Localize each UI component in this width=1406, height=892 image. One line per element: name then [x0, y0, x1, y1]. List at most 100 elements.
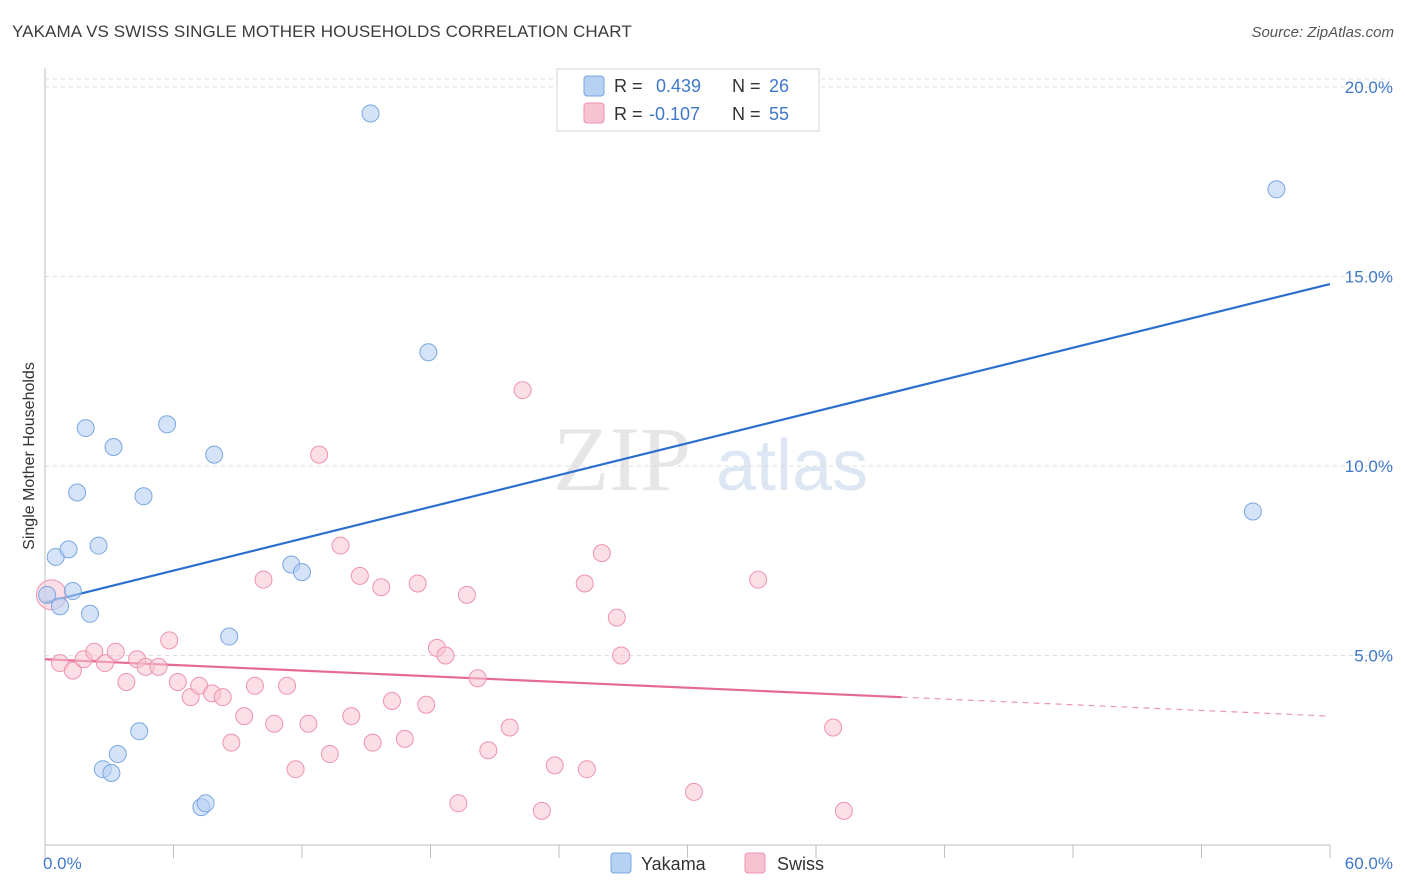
yakama-point	[68, 483, 87, 502]
swiss-point	[500, 718, 519, 737]
swiss-point	[149, 657, 168, 676]
yakama-point	[205, 445, 224, 464]
swiss-point	[607, 608, 626, 627]
y-tick-label: 10.0%	[1345, 457, 1393, 476]
swiss-point	[245, 676, 264, 695]
yakama-point	[63, 582, 82, 601]
swiss-point	[85, 642, 104, 661]
swiss-point	[479, 741, 498, 760]
swiss-point	[95, 654, 114, 673]
yakama-point	[130, 722, 149, 741]
swiss-point	[235, 707, 254, 726]
swiss-point	[160, 631, 179, 650]
yakama-point	[89, 536, 108, 555]
yakama-point	[59, 540, 78, 559]
swiss-point	[278, 676, 297, 695]
swiss-point	[417, 695, 436, 714]
swiss-point	[436, 646, 455, 665]
swiss-point	[575, 574, 594, 593]
swiss-point	[684, 782, 703, 801]
yakama-point	[50, 597, 69, 616]
swiss-point	[513, 381, 532, 400]
swiss-legend-swatch	[583, 102, 605, 124]
yakama-n-label: N =	[732, 76, 761, 96]
swiss-point	[468, 669, 487, 688]
swiss-point	[382, 691, 401, 710]
yakama-r-value: 0.439	[656, 76, 701, 96]
swiss-point	[106, 642, 125, 661]
x-tick-label-max: 60.0%	[1345, 854, 1393, 873]
swiss-point	[395, 729, 414, 748]
y-tick-label: 20.0%	[1345, 78, 1393, 97]
yakama-n-value: 26	[769, 76, 789, 96]
yakama-point	[1267, 180, 1286, 199]
yakama-point	[104, 438, 123, 457]
swiss-point	[612, 646, 631, 665]
chart-title: YAKAMA VS SWISS SINGLE MOTHER HOUSEHOLDS…	[12, 22, 632, 41]
yakama-point	[38, 585, 57, 604]
legend-swiss-label: Swiss	[777, 854, 824, 874]
yakama-point	[134, 487, 153, 506]
swiss-point	[577, 760, 596, 779]
swiss-point	[372, 578, 391, 597]
legend-yakama-label: Yakama	[641, 854, 707, 874]
swiss-point	[545, 756, 564, 775]
yakama-point	[80, 604, 99, 623]
swiss-point	[265, 714, 284, 733]
swiss-point	[532, 801, 551, 820]
yakama-point	[102, 763, 121, 782]
swiss-point	[286, 760, 305, 779]
yakama-legend-swatch	[583, 75, 605, 97]
swiss-point	[342, 707, 361, 726]
swiss-point	[592, 544, 611, 563]
yakama-point	[419, 343, 438, 362]
swiss-point	[117, 673, 136, 692]
swiss-point	[408, 574, 427, 593]
swiss-point	[310, 445, 329, 464]
yakama-point	[196, 794, 215, 813]
y-axis-label: Single Mother Households	[21, 362, 38, 550]
swiss-point	[824, 718, 843, 737]
swiss-n-value: 55	[769, 104, 789, 124]
x-tick-label-min: 0.0%	[43, 854, 82, 873]
yakama-point	[1243, 502, 1262, 521]
yakama-point	[361, 104, 380, 123]
legend-swiss-swatch	[744, 852, 766, 874]
swiss-point	[350, 566, 369, 585]
yakama-point	[76, 419, 95, 438]
swiss-point	[222, 733, 241, 752]
y-tick-label: 5.0%	[1354, 646, 1393, 665]
swiss-point	[168, 673, 187, 692]
swiss-point	[254, 570, 273, 589]
swiss-point	[63, 661, 82, 680]
gridlines	[45, 78, 1390, 656]
chart-source: Source: ZipAtlas.com	[1251, 24, 1394, 41]
series-legend: Yakama Swiss	[610, 852, 824, 874]
swiss-point	[834, 801, 853, 820]
swiss-r-value: -0.107	[649, 104, 700, 124]
legend-yakama-swatch	[610, 852, 632, 874]
yakama-r-label: R =	[614, 76, 643, 96]
swiss-point	[749, 570, 768, 589]
swiss-point	[331, 536, 350, 555]
stats-legend: R = 0.439 N = 26 R = -0.107 N = 55	[556, 68, 820, 132]
x-ticks	[44, 845, 1331, 858]
yakama-points	[38, 104, 1286, 817]
swiss-point	[320, 745, 339, 764]
y-tick-label: 15.0%	[1345, 267, 1393, 286]
swiss-r-label: R =	[614, 104, 643, 124]
yakama-point	[220, 627, 239, 646]
swiss-point	[457, 585, 476, 604]
swiss-point	[449, 794, 468, 813]
swiss-point	[213, 688, 232, 707]
swiss-trend-extrapolated	[901, 696, 1331, 717]
yakama-trend-line	[44, 282, 1331, 604]
swiss-point	[363, 733, 382, 752]
yakama-point	[108, 745, 127, 764]
swiss-n-label: N =	[732, 104, 761, 124]
swiss-point	[299, 714, 318, 733]
yakama-point	[158, 415, 177, 434]
yakama-point	[293, 563, 311, 582]
y-tick-labels: 5.0% 10.0% 15.0% 20.0%	[1345, 78, 1393, 666]
